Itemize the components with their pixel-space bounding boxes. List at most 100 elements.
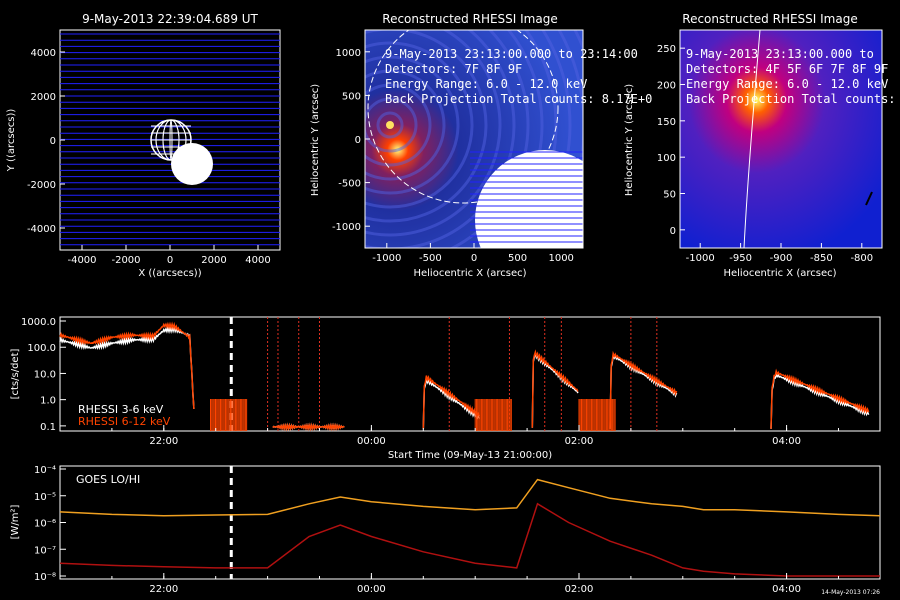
x-tick-label: 1000	[548, 253, 573, 264]
panel-1-fov: 9-May-2013 22:39:04.689 UT X ((arcsecs))…	[6, 12, 281, 279]
x-tick-label: -1000	[372, 253, 401, 264]
y-tick-label: 10⁻⁶	[34, 519, 56, 530]
disk-lines	[470, 151, 583, 248]
sidelobe-ring	[499, 30, 558, 248]
info-line: Energy Range: 6.0 - 12.0 keV	[686, 77, 888, 91]
time-tick-label: 22:00	[149, 436, 178, 447]
y-tick-label: 10⁻⁵	[34, 492, 56, 503]
panel-1-xlabel: X ((arcsecs))	[138, 268, 201, 279]
y-tick-label: 4000	[31, 48, 56, 59]
y-tick-label: 1.0	[40, 396, 56, 407]
info-line: Detectors: 4F 5F 6F 7F 8F 9F	[686, 62, 888, 76]
panel-1-ylabel: Y ((arcsecs))	[6, 109, 17, 173]
goes-series-line	[59, 502, 880, 577]
rhessi-series-line	[531, 350, 579, 428]
y-tick-label: 150	[657, 117, 676, 128]
sidelobe-ring	[365, 55, 460, 195]
goes-series-line	[59, 478, 881, 517]
x-tick-label: -500	[419, 253, 442, 264]
rhessi-ylabel: [cts/s/det]	[10, 349, 21, 400]
info-line: Detectors: 7F 8F 9F	[385, 62, 522, 76]
sidelobe-ring	[519, 30, 572, 248]
flare-source	[386, 121, 394, 129]
time-tick-label: 02:00	[565, 584, 594, 595]
x-tick-label: -2000	[111, 255, 140, 266]
zoomed-map	[680, 30, 882, 248]
x-tick-label: 0	[167, 255, 173, 266]
rhessi-frame	[59, 316, 881, 432]
y-tick-label: -2000	[27, 180, 56, 191]
sun-grid	[151, 119, 191, 161]
sidelobe-ring	[476, 30, 544, 248]
y-tick-label: 1000	[336, 48, 361, 59]
goes-ticks: 10⁻⁴ 10⁻⁵ 10⁻⁶ 10⁻⁷ 10⁻⁸ 22:00 00:00 02:00 04:00	[34, 465, 839, 595]
contour-mark	[865, 191, 873, 206]
timestamp: 14-May-2013 07:26	[821, 589, 880, 596]
sun-lon-line	[155, 119, 187, 161]
y-tick-label: 2000	[31, 92, 56, 103]
sidelobe-ring	[365, 30, 488, 223]
info-line: Back Projection Total counts:	[686, 92, 896, 106]
legend-low: RHESSI 3-6 keV	[78, 403, 164, 416]
solar-limb-arc	[367, 30, 559, 204]
time-tick-label: 00:00	[357, 436, 386, 447]
panel-1-title: 9-May-2013 22:39:04.689 UT	[82, 12, 258, 26]
panel-2-xlabel: Heliocentric X (arcsec)	[413, 268, 526, 279]
y-tick-label: 200	[657, 81, 676, 92]
rhessi-fov-disk	[171, 143, 213, 185]
x-tick-label: 500	[508, 253, 527, 264]
sidelobe-ring	[365, 83, 432, 167]
time-tick-label: 04:00	[772, 436, 801, 447]
rhessi-series-line	[609, 352, 678, 429]
x-tick-label: -950	[729, 253, 752, 264]
time-tick-label: 02:00	[565, 436, 594, 447]
panel-2-ticks: -1000 -500 0 500 1000 1000 500 0 -500 -1000	[332, 48, 574, 264]
y-tick-label: 250	[657, 44, 676, 55]
sidelobe-ring	[365, 30, 516, 248]
panel-3-title: Reconstructed RHESSI Image	[682, 12, 857, 26]
rhessi-series-line	[770, 368, 870, 429]
y-tick-label: 100	[657, 153, 676, 164]
panel-3-ticks: -1000 -950 -900 -850 -800 250 200 150 100 50 0	[657, 44, 873, 264]
y-tick-label: 0.1	[40, 422, 56, 433]
y-tick-label: 0	[355, 135, 361, 146]
rhessi-series-line	[770, 371, 870, 429]
x-tick-label: 0	[471, 253, 477, 264]
rhessi-series-line	[272, 422, 345, 432]
goes-title: GOES LO/HI	[76, 473, 140, 486]
x-tick-label: -4000	[67, 255, 96, 266]
y-tick-label: 10⁻⁸	[34, 572, 56, 583]
x-tick-label: 4000	[245, 255, 270, 266]
y-tick-label: 10.0	[34, 369, 56, 380]
info-line: Energy Range: 6.0 - 12.0 keV	[385, 77, 587, 91]
sidelobe-ring	[376, 111, 404, 139]
rhessi-series-line	[59, 324, 195, 409]
x-tick-label: -800	[850, 253, 873, 264]
time-tick-label: 04:00	[772, 584, 801, 595]
info-line: 9-May-2013 23:13:00.000 to	[686, 47, 874, 61]
rhessi-series-line	[609, 350, 678, 429]
sidelobe-ring	[365, 69, 446, 181]
x-tick-label: -1000	[686, 253, 715, 264]
y-tick-label: 10⁻⁷	[34, 545, 56, 556]
sidelobe-ring	[449, 30, 530, 248]
y-tick-label: 1000.0	[21, 317, 56, 328]
sidelobe-ring	[365, 30, 502, 237]
goes-ylabel: [W/m²]	[10, 504, 21, 539]
x-tick-label: -900	[770, 253, 793, 264]
y-tick-label: 100.0	[27, 343, 56, 354]
panel-2-ylabel: Heliocentric Y (arcsec)	[310, 84, 321, 196]
panel-2-image: Reconstructed RHESSI Image 9-May-2013 23…	[310, 12, 652, 279]
rhessi-series-line	[531, 349, 579, 428]
info-line: 9-May-2013 23:13:00.000 to 23:14:00	[385, 47, 638, 61]
sidelobe-rings	[365, 30, 583, 248]
rhessi-xlabel: Start Time (09-May-13 21:00:00)	[388, 450, 552, 461]
y-tick-label: -500	[338, 179, 361, 190]
info-line: Back Projection Total counts: 8.17E+0	[385, 92, 652, 106]
sidelobe-ring	[365, 97, 418, 153]
rhessi-series-line	[59, 321, 195, 410]
goes-series	[59, 466, 881, 579]
rhessi-lightcurve: 1000.0 100.0 10.0 1.0 0.1 22:00 00:00 02:00 04:0…	[10, 316, 881, 461]
y-tick-label: -4000	[27, 224, 56, 235]
